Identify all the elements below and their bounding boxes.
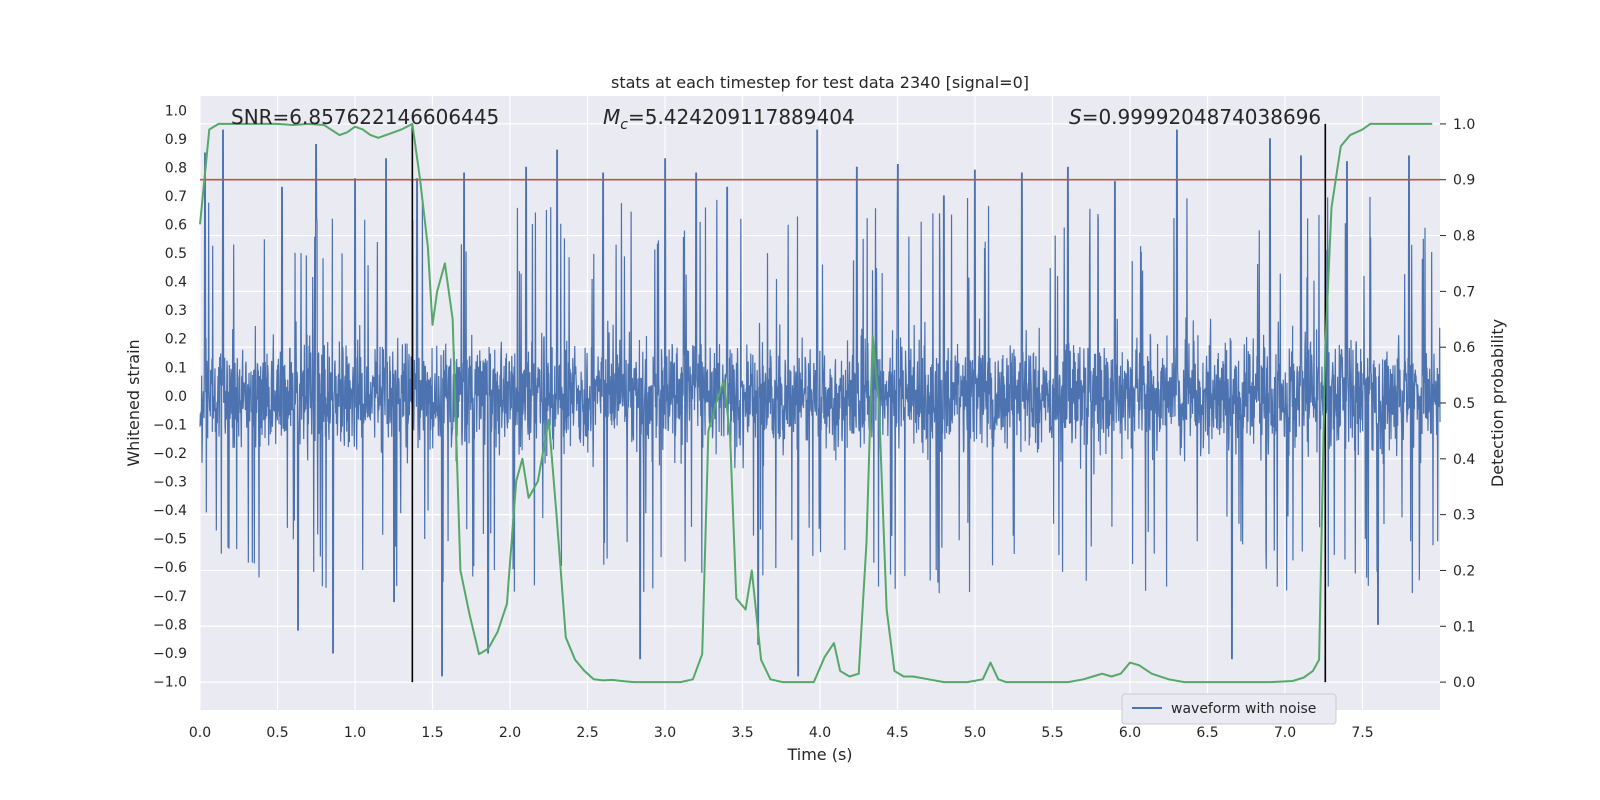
x-tick-label: 5.0 bbox=[964, 725, 986, 741]
legend-label: waveform with noise bbox=[1171, 701, 1316, 717]
legend: waveform with noise bbox=[1121, 693, 1337, 725]
s-value: =0.9999204874038696 bbox=[1082, 105, 1321, 129]
y2-tick-label: 0.0 bbox=[1453, 675, 1475, 691]
y2-tick-label: 0.7 bbox=[1453, 284, 1475, 300]
x-tick-label: 4.5 bbox=[886, 725, 908, 741]
x-tick-label: 4.0 bbox=[809, 725, 831, 741]
y-tick-label: 1.0 bbox=[165, 103, 187, 119]
probability-line bbox=[199, 122, 1433, 684]
y-tick-label: −0.6 bbox=[153, 560, 187, 576]
waveform-series bbox=[199, 129, 1441, 677]
x-tick-label: 5.5 bbox=[1041, 725, 1063, 741]
y-tick-label: −1.0 bbox=[153, 674, 187, 690]
y-tick-label: −0.8 bbox=[153, 617, 187, 633]
x-tick-label: 7.5 bbox=[1351, 725, 1373, 741]
mc-subscript: c bbox=[620, 117, 628, 133]
x-tick-label: 3.0 bbox=[654, 725, 676, 741]
y2-tick-label: 0.5 bbox=[1453, 396, 1475, 412]
mc-symbol: M bbox=[603, 105, 620, 129]
x-tick-label: 2.0 bbox=[499, 725, 521, 741]
x-axis-title: Time (s) bbox=[786, 745, 852, 764]
x-tick-label: 7.0 bbox=[1274, 725, 1296, 741]
snr-annotation: SNR=6.857622146606445 bbox=[231, 105, 499, 129]
y-tick-label: −0.5 bbox=[153, 532, 187, 548]
legend-box bbox=[1121, 693, 1337, 725]
y2-tick-label: 0.8 bbox=[1453, 229, 1475, 245]
y-axis-title: Whitened strain bbox=[124, 339, 143, 466]
y-tick-label: 0.0 bbox=[165, 389, 187, 405]
y-tick-label: 0.6 bbox=[165, 218, 187, 234]
y2-axis-title: Detection probability bbox=[1488, 319, 1507, 487]
x-tick-label: 0.0 bbox=[189, 725, 211, 741]
y-tick-label: −0.9 bbox=[153, 646, 187, 662]
y2-tick-label: 0.2 bbox=[1453, 563, 1475, 579]
y2-tick-label: 1.0 bbox=[1453, 117, 1475, 133]
chirp-mass-annotation: Mc=5.424209117889404 bbox=[603, 105, 855, 133]
y2-tick-label: 0.6 bbox=[1453, 340, 1475, 356]
y-tick-label: 0.9 bbox=[165, 132, 187, 148]
y2-tick-label: 0.4 bbox=[1453, 452, 1475, 468]
x-tick-label: 6.0 bbox=[1119, 725, 1141, 741]
y2-tick-label: 0.3 bbox=[1453, 508, 1475, 524]
y-tick-label: −0.3 bbox=[153, 475, 187, 491]
axis-ticks: 0.0 0.5 1.0 1.5 2.0 2.5 3.0 3.5 4.0 4.5 5.0 5.5 6.0 6… bbox=[153, 103, 1475, 741]
y-tick-label: 0.8 bbox=[165, 160, 187, 176]
event-markers bbox=[411, 123, 1327, 683]
mc-value: =5.424209117889404 bbox=[628, 105, 855, 129]
x-tick-label: 1.0 bbox=[344, 725, 366, 741]
chart-title: stats at each timestep for test data 234… bbox=[611, 73, 1029, 92]
y2-tick-label: 0.1 bbox=[1453, 619, 1475, 635]
probability-series bbox=[199, 122, 1433, 684]
x-tick-label: 6.5 bbox=[1196, 725, 1218, 741]
y-tick-label: −0.2 bbox=[153, 446, 187, 462]
y-tick-label: −0.7 bbox=[153, 589, 187, 605]
y-tick-label: 0.7 bbox=[165, 189, 187, 205]
y-tick-label: 0.5 bbox=[165, 246, 187, 262]
y-tick-label: −0.4 bbox=[153, 503, 187, 519]
y-tick-label: −0.1 bbox=[153, 417, 187, 433]
waveform-line bbox=[199, 129, 1441, 677]
x-tick-label: 1.5 bbox=[421, 725, 443, 741]
y2-tick-label: 0.9 bbox=[1453, 173, 1475, 189]
x-tick-label: 0.5 bbox=[266, 725, 288, 741]
s-symbol: S bbox=[1069, 105, 1082, 129]
y-tick-label: 0.3 bbox=[165, 303, 187, 319]
significance-annotation: S=0.9999204874038696 bbox=[1069, 105, 1321, 129]
x-tick-label: 3.5 bbox=[731, 725, 753, 741]
y-tick-label: 0.2 bbox=[165, 332, 187, 348]
y-tick-label: 0.1 bbox=[165, 360, 187, 376]
y-tick-label: 0.4 bbox=[165, 275, 187, 291]
x-tick-label: 2.5 bbox=[576, 725, 598, 741]
